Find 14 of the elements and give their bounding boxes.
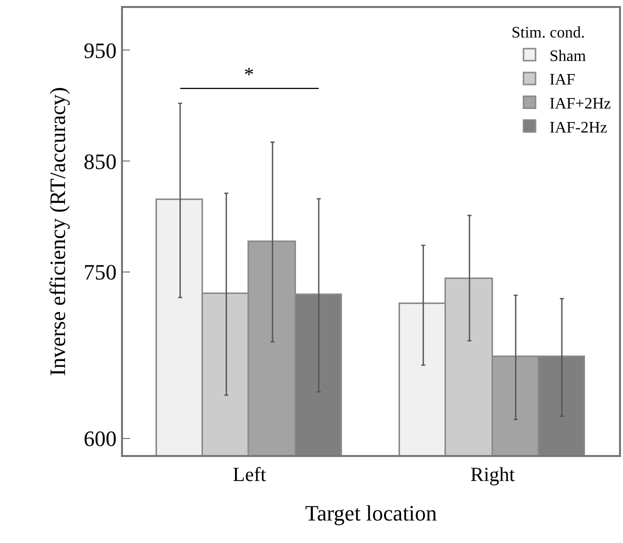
legend-label: IAF-2Hz: [550, 119, 608, 136]
y-axis-title: Inverse efficiency (RT/accuracy): [44, 87, 70, 376]
y-tick-label: 750: [84, 260, 117, 285]
y-tick-label: 950: [84, 38, 117, 63]
legend-label: IAF: [550, 72, 576, 89]
x-axis-title: Target location: [305, 500, 437, 526]
x-tick-label: Left: [232, 464, 267, 486]
x-tick-label: Right: [470, 464, 516, 486]
annotation: *: [244, 64, 254, 86]
legend-label: IAF+2Hz: [550, 95, 611, 112]
y-tick-label: 600: [84, 426, 117, 452]
legend-label: Sham: [550, 48, 587, 65]
legend-title: Stim. cond.: [512, 24, 585, 42]
y-tick-label: 850: [84, 148, 117, 174]
